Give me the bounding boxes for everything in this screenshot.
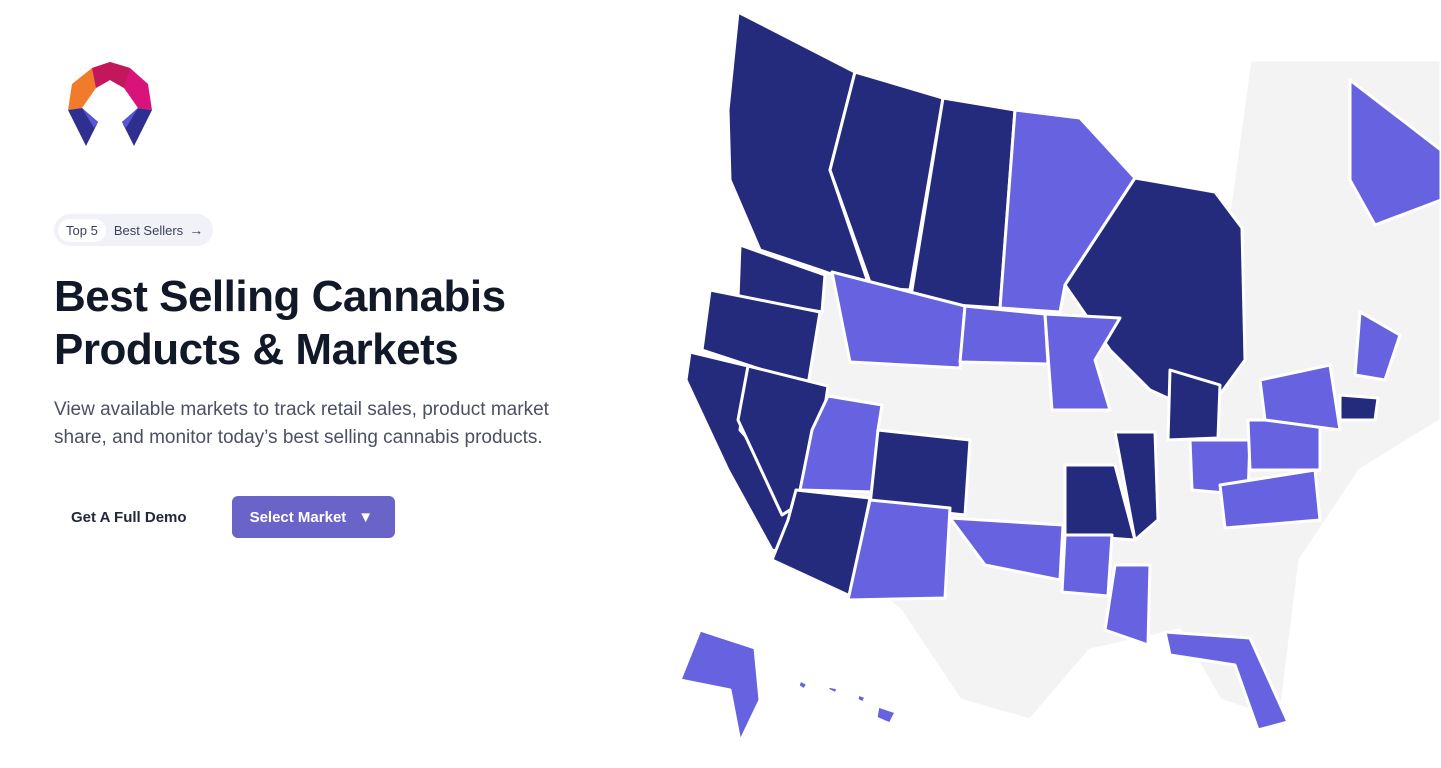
region-pennsylvania[interactable]	[1246, 418, 1322, 472]
title-line-1: Best Selling Cannabis	[54, 272, 506, 321]
market-map	[678, 10, 1441, 744]
region-massachusetts[interactable]	[1338, 393, 1380, 422]
top5-pill: Top 5 Best Sellers →	[54, 214, 214, 246]
region-alaska[interactable]	[678, 628, 762, 744]
region-mississippi[interactable]	[1103, 563, 1152, 647]
region-new-mexico[interactable]	[846, 498, 952, 602]
region-arizona[interactable]	[770, 488, 872, 598]
region-montana[interactable]	[830, 270, 967, 370]
region-maine[interactable]	[1353, 310, 1402, 382]
best-sellers-link[interactable]: Best Sellers →	[110, 222, 203, 238]
region-florida[interactable]	[1163, 630, 1290, 732]
top5-tag: Top 5	[58, 218, 106, 242]
region-oklahoma[interactable]	[948, 516, 1065, 582]
cta-row: Get A Full Demo Select Market ▼	[54, 496, 396, 538]
triangle-down-icon: ▼	[358, 508, 374, 526]
best-sellers-label: Best Sellers	[113, 222, 184, 238]
region-illinois[interactable]	[1113, 430, 1160, 542]
region-arkansas[interactable]	[1060, 533, 1114, 598]
region-colorado[interactable]	[868, 428, 972, 517]
region-washington[interactable]	[736, 243, 827, 314]
region-new-york[interactable]	[1258, 363, 1342, 432]
hero-description: View available markets to track retail s…	[54, 399, 549, 448]
get-demo-link[interactable]: Get A Full Demo	[71, 508, 187, 526]
arrow-right-icon: →	[189, 222, 204, 238]
region-minnesota[interactable]	[1043, 312, 1122, 412]
logo-icon[interactable]	[64, 60, 156, 152]
region-michigan[interactable]	[1166, 368, 1222, 442]
region-virginia[interactable]	[1218, 468, 1322, 530]
region-quebec[interactable]	[1348, 78, 1441, 227]
region-north-dakota[interactable]	[958, 304, 1050, 366]
select-market-button[interactable]: Select Market ▼	[231, 496, 396, 538]
region-hawaii[interactable]	[796, 678, 898, 726]
title-line-2: Products & Markets	[54, 325, 459, 374]
select-market-label: Select Market	[249, 508, 347, 526]
page-title: Best Selling Cannabis Products & Markets	[54, 270, 614, 376]
